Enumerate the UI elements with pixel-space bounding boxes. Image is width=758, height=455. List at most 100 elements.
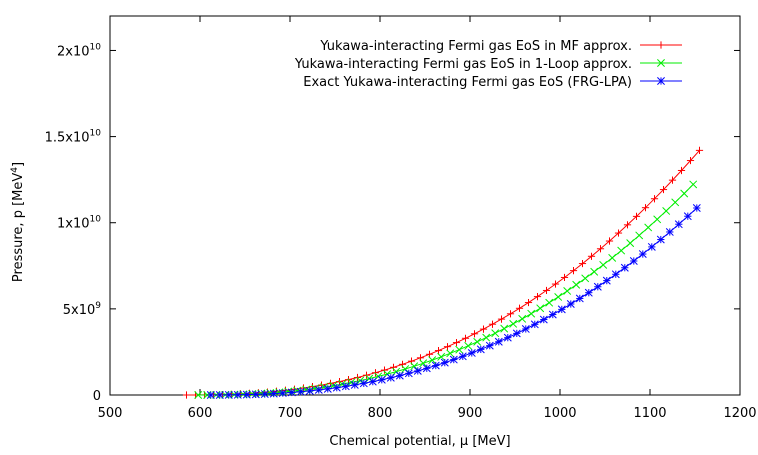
x-tick-label: 500 <box>98 406 123 421</box>
data-point <box>467 348 476 357</box>
data-point <box>299 384 308 392</box>
x-tick-label: 900 <box>458 406 483 421</box>
data-point <box>431 361 440 370</box>
y-tick-mantissa: 0 <box>93 389 101 404</box>
data-point <box>296 387 305 396</box>
data-point <box>677 166 686 175</box>
data-point <box>386 373 395 382</box>
data-point <box>530 320 539 329</box>
series-3 <box>206 204 701 399</box>
data-point <box>515 304 524 312</box>
data-point <box>449 355 458 364</box>
data-point <box>629 257 638 265</box>
data-point <box>650 195 659 203</box>
data-point <box>509 319 518 328</box>
x-tick-label: 600 <box>188 406 213 421</box>
data-point <box>434 346 443 355</box>
data-point <box>497 315 506 323</box>
x-tick-label: 1100 <box>633 406 666 421</box>
data-point <box>401 365 410 373</box>
data-point <box>641 204 650 212</box>
data-point <box>437 352 446 361</box>
x-tick-label: 1000 <box>543 406 576 421</box>
x-axis-label: Chemical potential, μ [MeV] <box>329 434 510 449</box>
data-point <box>506 310 515 318</box>
data-point <box>341 382 350 391</box>
data-point <box>674 220 683 229</box>
data-point <box>350 380 359 389</box>
data-point <box>464 341 473 350</box>
data-point <box>455 345 464 354</box>
data-point <box>617 246 626 255</box>
data-point <box>368 377 377 386</box>
data-point <box>560 273 569 282</box>
y-tick-label: 1x1010 <box>57 215 101 232</box>
data-point <box>305 386 314 395</box>
y-axis-label-main: Pressure, p [MeV <box>11 173 26 282</box>
legend-marker <box>657 59 665 67</box>
data-point <box>377 375 386 384</box>
data-point <box>542 286 551 295</box>
data-point <box>689 180 698 189</box>
data-point <box>545 298 554 307</box>
y-tick-exponent: 10 <box>90 129 102 139</box>
data-point <box>233 390 242 399</box>
data-point <box>533 293 542 301</box>
data-point <box>443 343 452 351</box>
data-point <box>269 389 278 398</box>
data-point <box>314 385 323 394</box>
data-point <box>551 280 560 288</box>
data-point <box>587 252 596 260</box>
legend-label: Yukawa-interacting Fermi gas EoS in 1-Lo… <box>294 57 632 72</box>
data-point <box>635 231 644 240</box>
data-point <box>602 276 611 285</box>
data-point <box>656 235 665 244</box>
data-point <box>626 239 635 248</box>
data-point <box>623 221 632 229</box>
data-point <box>260 390 269 398</box>
data-point <box>425 350 434 358</box>
data-point <box>695 146 704 154</box>
data-point <box>359 379 368 388</box>
data-point <box>539 315 548 324</box>
data-point <box>572 280 581 289</box>
data-point <box>482 333 491 342</box>
data-point <box>287 388 296 397</box>
data-point <box>503 333 512 342</box>
legend-label: Exact Yukawa-interacting Fermi gas EoS (… <box>303 75 632 90</box>
data-point <box>215 391 224 399</box>
data-point <box>527 309 536 318</box>
data-point <box>614 229 623 237</box>
data-point <box>479 325 488 333</box>
data-point <box>521 324 530 333</box>
data-point <box>692 204 701 212</box>
data-point <box>323 384 332 393</box>
data-point <box>608 253 617 262</box>
y-axis-label-end: ] <box>11 162 26 167</box>
data-point <box>206 391 215 399</box>
data-point <box>380 366 389 374</box>
data-point <box>581 274 590 283</box>
data-point <box>242 390 251 399</box>
data-point <box>494 337 503 346</box>
data-point <box>473 337 482 346</box>
y-tick-label: 2x1010 <box>57 42 101 59</box>
data-point <box>428 356 437 365</box>
plot-frame <box>109 15 741 396</box>
data-point <box>683 212 692 221</box>
data-point <box>485 341 494 350</box>
data-point <box>452 338 461 347</box>
data-point <box>410 362 419 371</box>
data-point <box>665 228 674 236</box>
data-point <box>512 329 521 338</box>
data-point <box>182 391 191 399</box>
data-point <box>224 390 233 399</box>
data-point <box>578 259 587 268</box>
data-point <box>569 267 578 275</box>
legend-marker <box>657 41 665 49</box>
series-layer <box>182 146 704 399</box>
data-point <box>557 305 566 314</box>
data-point <box>470 330 479 338</box>
data-point <box>593 282 602 291</box>
